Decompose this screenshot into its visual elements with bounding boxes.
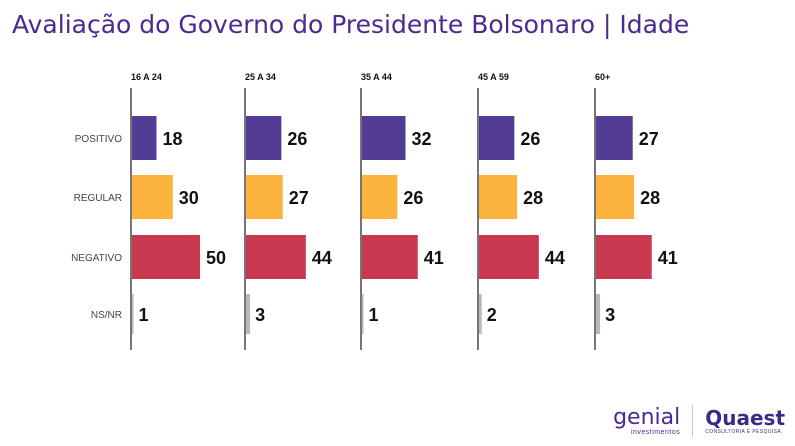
bar bbox=[479, 235, 539, 279]
bar bbox=[596, 235, 652, 279]
bar bbox=[596, 116, 633, 160]
data-label: 26 bbox=[287, 129, 307, 149]
bar bbox=[246, 175, 283, 219]
panel-label: 25 A 34 bbox=[245, 72, 276, 82]
data-label: 3 bbox=[605, 305, 615, 325]
bar bbox=[362, 235, 418, 279]
genial-logo: genial investimentos bbox=[613, 404, 681, 436]
bar bbox=[596, 294, 601, 334]
quaest-logo: Quaest CONSULTORIA E PESQUISA bbox=[705, 407, 785, 435]
category-label: POSITIVO bbox=[75, 134, 122, 145]
bar bbox=[132, 175, 173, 219]
logo-divider bbox=[692, 405, 694, 437]
data-label: 28 bbox=[523, 188, 543, 208]
bar bbox=[362, 175, 398, 219]
bar bbox=[596, 175, 635, 219]
data-label: 41 bbox=[424, 248, 444, 268]
data-label: 3 bbox=[255, 305, 265, 325]
category-label: REGULAR bbox=[74, 193, 122, 204]
bar bbox=[132, 294, 134, 334]
panel-label: 35 A 44 bbox=[361, 72, 392, 82]
bar bbox=[362, 294, 364, 334]
logos: genial investimentos Quaest CONSULTORIA … bbox=[613, 402, 785, 440]
bar bbox=[479, 175, 518, 219]
category-label: NS/NR bbox=[91, 310, 122, 321]
data-label: 41 bbox=[658, 248, 678, 268]
page-title: Avaliação do Governo do Presidente Bolso… bbox=[12, 10, 690, 39]
bar bbox=[362, 116, 406, 160]
genial-logo-word: genial bbox=[613, 404, 681, 430]
data-label: 30 bbox=[179, 188, 199, 208]
bar bbox=[246, 235, 306, 279]
panel-label: 45 A 59 bbox=[478, 72, 509, 82]
bar bbox=[132, 116, 157, 160]
data-label: 50 bbox=[206, 248, 226, 268]
panel-label: 16 A 24 bbox=[131, 72, 162, 82]
bar bbox=[132, 235, 200, 279]
data-label: 32 bbox=[412, 129, 432, 149]
genial-logo-sub: investimentos bbox=[630, 428, 681, 436]
data-label: 26 bbox=[403, 188, 423, 208]
data-label: 18 bbox=[162, 129, 182, 149]
bar bbox=[246, 116, 282, 160]
bar bbox=[479, 116, 515, 160]
category-label: NEGATIVO bbox=[71, 253, 122, 264]
data-label: 44 bbox=[312, 248, 332, 268]
data-label: 1 bbox=[139, 305, 149, 325]
data-label: 27 bbox=[289, 188, 309, 208]
quaest-logo-word: Quaest bbox=[705, 406, 785, 430]
quaest-logo-sub: CONSULTORIA E PESQUISA bbox=[705, 429, 782, 435]
bar bbox=[246, 294, 251, 334]
data-label: 27 bbox=[639, 129, 659, 149]
data-label: 26 bbox=[520, 129, 540, 149]
data-label: 28 bbox=[640, 188, 660, 208]
data-label: 2 bbox=[487, 305, 497, 325]
bar bbox=[479, 294, 482, 334]
data-label: 44 bbox=[545, 248, 565, 268]
data-label: 1 bbox=[369, 305, 379, 325]
panel-label: 60+ bbox=[595, 72, 610, 82]
